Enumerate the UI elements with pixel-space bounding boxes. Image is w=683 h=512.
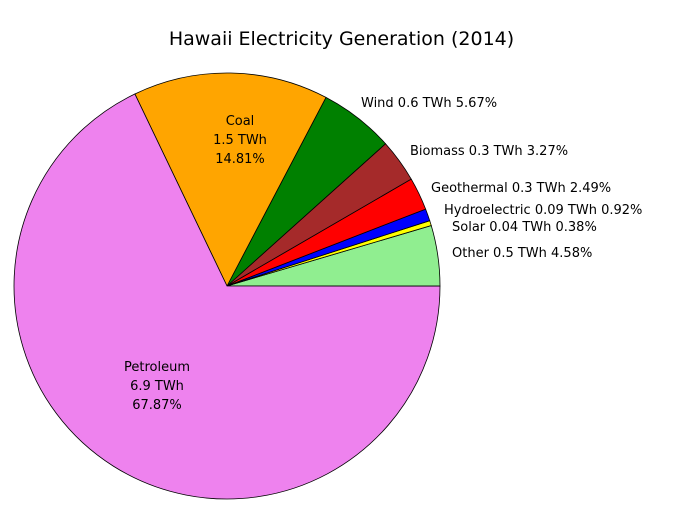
slice-label-petroleum-line-2: 6.9 TWh (130, 379, 184, 394)
slice-label-coal-line-3: 14.81% (215, 152, 265, 167)
slice-label-hydroelectric: Hydroelectric 0.09 TWh 0.92% (444, 203, 642, 218)
chart-title: Hawaii Electricity Generation (2014) (168, 28, 515, 50)
pie-slice-coal (134, 72, 327, 287)
slice-label-biomass: Biomass 0.3 TWh 3.27% (410, 144, 568, 159)
slice-label-petroleum-line-3: 67.87% (132, 398, 182, 413)
slice-label-other: Other 0.5 TWh 4.58% (452, 246, 592, 261)
slice-label-solar: Solar 0.04 TWh 0.38% (452, 220, 597, 235)
slice-label-geothermal: Geothermal 0.3 TWh 2.49% (431, 181, 611, 196)
slice-label-wind: Wind 0.6 TWh 5.67% (361, 96, 497, 111)
slice-label-coal-line-1: Coal (226, 114, 255, 129)
slice-label-coal-line-2: 1.5 TWh (213, 133, 267, 148)
slice-label-petroleum-line-1: Petroleum (124, 360, 190, 375)
pie-slice-petroleum (13, 93, 441, 500)
